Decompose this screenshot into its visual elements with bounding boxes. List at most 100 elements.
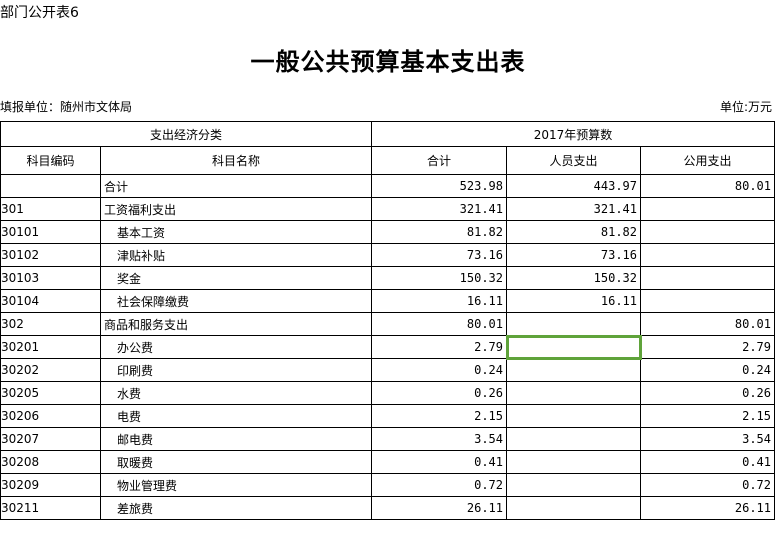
name-cell[interactable]: 邮电费: [100, 427, 372, 451]
header-total[interactable]: 合计: [371, 146, 507, 175]
name-cell[interactable]: 奖金: [100, 266, 372, 290]
public-cell[interactable]: 3.54: [640, 427, 775, 451]
personnel-cell[interactable]: [506, 312, 641, 336]
name-cell[interactable]: 社会保障缴费: [100, 289, 372, 313]
public-cell[interactable]: 0.26: [640, 381, 775, 405]
total-cell[interactable]: 16.11: [371, 289, 507, 313]
currency-unit: 单位:万元: [719, 100, 772, 114]
header-name[interactable]: 科目名称: [100, 146, 372, 175]
public-cell[interactable]: [640, 243, 775, 267]
code-cell[interactable]: 30208: [0, 450, 101, 474]
code-cell[interactable]: 30101: [0, 220, 101, 244]
table-row: 30103 奖金 150.32 150.32: [0, 266, 775, 290]
table-row: 30102 津贴补贴 73.16 73.16: [0, 243, 775, 267]
total-cell[interactable]: 81.82: [371, 220, 507, 244]
table-row: 30209 物业管理费 0.72 0.72: [0, 473, 775, 497]
personnel-cell[interactable]: [506, 496, 641, 520]
header-budget-2017[interactable]: 2017年预算数: [371, 121, 775, 147]
code-cell[interactable]: 301: [0, 197, 101, 221]
header-public[interactable]: 公用支出: [640, 146, 775, 175]
table-row: 30101 基本工资 81.82 81.82: [0, 220, 775, 244]
code-cell[interactable]: 30103: [0, 266, 101, 290]
total-cell[interactable]: 0.26: [371, 381, 507, 405]
name-cell[interactable]: 合计: [100, 174, 372, 198]
header-economic-classification[interactable]: 支出经济分类: [0, 121, 372, 147]
table-row: 30207 邮电费 3.54 3.54: [0, 427, 775, 451]
code-cell[interactable]: 30207: [0, 427, 101, 451]
header-personnel[interactable]: 人员支出: [506, 146, 641, 175]
code-cell[interactable]: 30206: [0, 404, 101, 428]
personnel-cell[interactable]: 150.32: [506, 266, 641, 290]
code-cell[interactable]: 30104: [0, 289, 101, 313]
public-cell[interactable]: [640, 289, 775, 313]
personnel-cell[interactable]: 16.11: [506, 289, 641, 313]
table-row: 30211 差旅费 26.11 26.11: [0, 496, 775, 520]
personnel-cell[interactable]: 81.82: [506, 220, 641, 244]
total-cell[interactable]: 0.41: [371, 450, 507, 474]
total-cell[interactable]: 0.24: [371, 358, 507, 382]
public-cell[interactable]: 80.01: [640, 174, 775, 198]
personnel-cell[interactable]: [505, 334, 642, 360]
page-title: 一般公共预算基本支出表: [250, 47, 526, 76]
name-cell[interactable]: 电费: [100, 404, 372, 428]
personnel-cell[interactable]: [506, 381, 641, 405]
personnel-cell[interactable]: [506, 404, 641, 428]
table-row: 302 商品和服务支出 80.01 80.01: [0, 312, 775, 336]
code-cell[interactable]: 30209: [0, 473, 101, 497]
form-label: 部门公开表6: [0, 5, 79, 21]
total-cell[interactable]: 321.41: [371, 197, 507, 221]
personnel-cell[interactable]: [506, 473, 641, 497]
public-cell[interactable]: 26.11: [640, 496, 775, 520]
public-cell[interactable]: [640, 197, 775, 221]
name-cell[interactable]: 工资福利支出: [100, 197, 372, 221]
total-cell[interactable]: 0.72: [371, 473, 507, 497]
table-row: 30202 印刷费 0.24 0.24: [0, 358, 775, 382]
filling-unit: 填报单位：随州市文体局: [0, 100, 133, 114]
public-cell[interactable]: [640, 266, 775, 290]
total-cell[interactable]: 80.01: [371, 312, 507, 336]
name-cell[interactable]: 津贴补贴: [100, 243, 372, 267]
public-cell[interactable]: 0.24: [640, 358, 775, 382]
code-cell[interactable]: 30211: [0, 496, 101, 520]
public-cell[interactable]: 2.15: [640, 404, 775, 428]
code-cell[interactable]: 302: [0, 312, 101, 336]
table-row: 30205 水费 0.26 0.26: [0, 381, 775, 405]
public-cell[interactable]: 2.79: [640, 335, 775, 359]
public-cell[interactable]: [640, 220, 775, 244]
table-row: 30208 取暖费 0.41 0.41: [0, 450, 775, 474]
table-row: 30206 电费 2.15 2.15: [0, 404, 775, 428]
public-cell[interactable]: 0.41: [640, 450, 775, 474]
name-cell[interactable]: 取暖费: [100, 450, 372, 474]
name-cell[interactable]: 水费: [100, 381, 372, 405]
code-cell[interactable]: 30202: [0, 358, 101, 382]
total-cell[interactable]: 523.98: [371, 174, 507, 198]
public-cell[interactable]: 80.01: [640, 312, 775, 336]
name-cell[interactable]: 商品和服务支出: [100, 312, 372, 336]
name-cell[interactable]: 办公费: [100, 335, 372, 359]
total-cell[interactable]: 150.32: [371, 266, 507, 290]
total-cell[interactable]: 73.16: [371, 243, 507, 267]
personnel-cell[interactable]: 321.41: [506, 197, 641, 221]
public-cell[interactable]: 0.72: [640, 473, 775, 497]
total-cell[interactable]: 26.11: [371, 496, 507, 520]
total-cell[interactable]: 3.54: [371, 427, 507, 451]
name-cell[interactable]: 印刷费: [100, 358, 372, 382]
personnel-cell[interactable]: 443.97: [506, 174, 641, 198]
total-cell[interactable]: 2.79: [371, 335, 507, 359]
personnel-cell[interactable]: [506, 450, 641, 474]
name-cell[interactable]: 差旅费: [100, 496, 372, 520]
name-cell[interactable]: 基本工资: [100, 220, 372, 244]
personnel-cell[interactable]: [506, 358, 641, 382]
personnel-cell[interactable]: 73.16: [506, 243, 641, 267]
header-code[interactable]: 科目编码: [0, 146, 101, 175]
table-row: 30201 办公费 2.79 2.79: [0, 334, 775, 360]
table-row: 301 工资福利支出 321.41 321.41: [0, 197, 775, 221]
table-row: 30104 社会保障缴费 16.11 16.11: [0, 289, 775, 313]
code-cell[interactable]: [0, 174, 101, 198]
personnel-cell[interactable]: [506, 427, 641, 451]
total-cell[interactable]: 2.15: [371, 404, 507, 428]
code-cell[interactable]: 30102: [0, 243, 101, 267]
name-cell[interactable]: 物业管理费: [100, 473, 372, 497]
code-cell[interactable]: 30205: [0, 381, 101, 405]
code-cell[interactable]: 30201: [0, 335, 101, 359]
